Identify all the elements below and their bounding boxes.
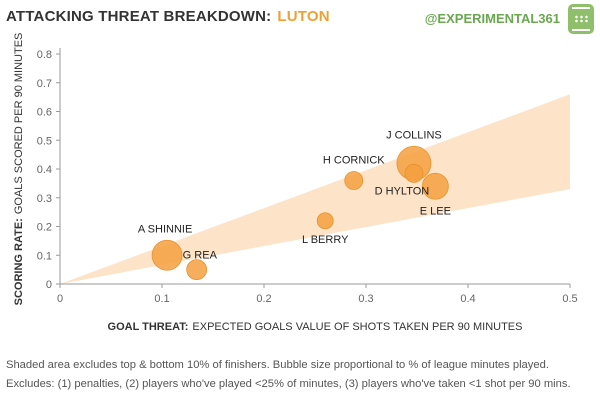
label-h-cornick: H CORNICK (323, 155, 385, 167)
x-tick-label: 0 (57, 293, 63, 305)
tick-labels: 0 0.1 0.2 0.3 0.4 0.5 0.6 0.7 0.8 0 0.1 0.2 0.3 0.4 0.… (37, 49, 578, 305)
scatter-chart: 0 0.1 0.2 0.3 0.4 0.5 0.6 0.7 0.8 0 0.1 0.2 0.3 0.4 0.… (13, 33, 578, 333)
x-tick-label: 0.3 (358, 293, 373, 305)
x-tick-label: 0.2 (256, 293, 271, 305)
x-axis-label: GOAL THREAT: EXPECTED GOALS VALUE OF SHOT… (108, 321, 523, 333)
x-tick-label: 0.5 (562, 293, 577, 305)
title-team: LUTON (277, 8, 330, 25)
percentile-band (60, 94, 570, 284)
label-d-hylton: D HYLTON (375, 185, 430, 197)
footnote-line-1: Shaded area excludes top & bottom 10% of… (6, 359, 549, 371)
bubble-l-berry (316, 212, 334, 230)
twitter-handle: @EXPERIMENTAL361 (424, 11, 560, 26)
x-axis-label-bold: GOAL THREAT: (108, 321, 189, 333)
y-tick-label: 0 (46, 279, 52, 291)
bubble-d-hylton (404, 163, 424, 183)
label-j-collins: J COLLINS (386, 129, 442, 141)
y-tick-label: 0.4 (37, 164, 52, 176)
label-g-rea: G REA (183, 250, 218, 262)
footnote-line-2: Excludes: (1) penalties, (2) players who… (6, 378, 571, 390)
bubbles (151, 145, 449, 281)
y-axis-label: SCORING RATE: GOALS SCORED PER 90 MINUTES (13, 33, 25, 306)
bubble-a-shinnie (151, 239, 183, 271)
y-tick-label: 0.6 (37, 107, 52, 119)
y-tick-label: 0.5 (37, 135, 52, 147)
point-labels: A SHINNIE G REA L BERRY H CORNICK J COLLINS D… (138, 129, 451, 261)
y-tick-label: 0.2 (37, 222, 52, 234)
x-tick-label: 0.1 (154, 293, 169, 305)
y-axis-label-rest: GOALS SCORED PER 90 MINUTES (13, 33, 25, 215)
bubble-g-rea (186, 259, 208, 281)
label-a-shinnie: A SHINNIE (138, 223, 192, 235)
axes (59, 48, 570, 285)
bubble-e-lee (421, 172, 449, 200)
x-axis-label-rest: EXPECTED GOALS VALUE OF SHOTS TAKEN PER … (192, 321, 522, 333)
y-tick-label: 0.8 (37, 49, 52, 61)
bubble-h-cornick (344, 171, 364, 190)
label-e-lee: E LEE (420, 205, 451, 217)
footnotes: Shaded area excludes top & bottom 10% of… (6, 356, 571, 394)
y-axis-label-bold: SCORING RATE: (13, 218, 25, 305)
chart-title: ATTACKING THREAT BREAKDOWN: LUTON (6, 8, 330, 25)
y-tick-label: 0.1 (37, 250, 52, 262)
label-l-berry: L BERRY (302, 234, 349, 246)
pitch-logo-icon (568, 4, 594, 34)
x-tick-label: 0.4 (460, 293, 475, 305)
title-main: ATTACKING THREAT BREAKDOWN: (6, 8, 272, 25)
y-tick-label: 0.3 (37, 193, 52, 205)
y-tick-label: 0.7 (37, 78, 52, 90)
